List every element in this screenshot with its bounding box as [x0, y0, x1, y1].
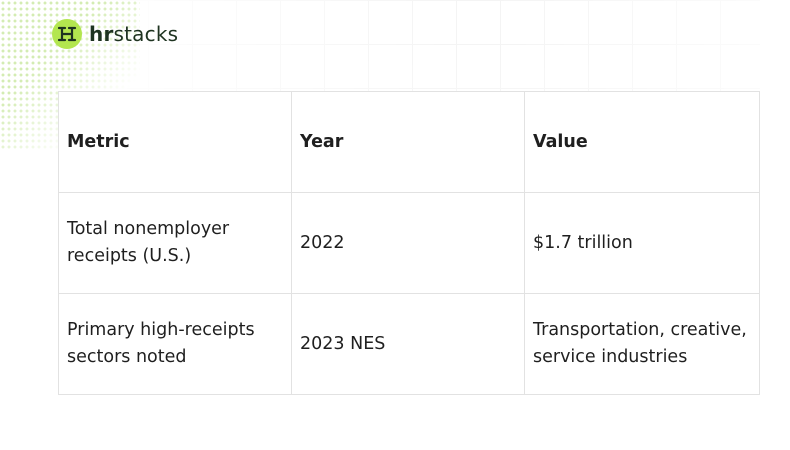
hr-logo-mark-icon: [52, 19, 82, 49]
table-cell: Primary high-receipts sectors noted: [58, 293, 292, 395]
column-header-value: Value: [524, 91, 760, 193]
table-row: Total nonemployer receipts (U.S.) 2022 $…: [58, 192, 760, 294]
table-cell: 2023 NES: [291, 293, 525, 395]
data-table: Metric Year Value Total nonemployer rece…: [58, 91, 760, 395]
table-row: Primary high-receipts sectors noted 2023…: [58, 293, 760, 395]
table-header-row: Metric Year Value: [58, 91, 760, 193]
brand-logo: hrstacks: [52, 19, 178, 49]
brand-name-bold: hr: [89, 22, 114, 46]
brand-name: hrstacks: [89, 22, 178, 46]
table-cell: $1.7 trillion: [524, 192, 760, 294]
brand-name-rest: stacks: [113, 22, 179, 46]
table-cell: 2022: [291, 192, 525, 294]
table-cell: Total nonemployer receipts (U.S.): [58, 192, 292, 294]
column-header-year: Year: [291, 91, 525, 193]
table-cell: Transportation, creative, service indust…: [524, 293, 760, 395]
column-header-metric: Metric: [58, 91, 292, 193]
